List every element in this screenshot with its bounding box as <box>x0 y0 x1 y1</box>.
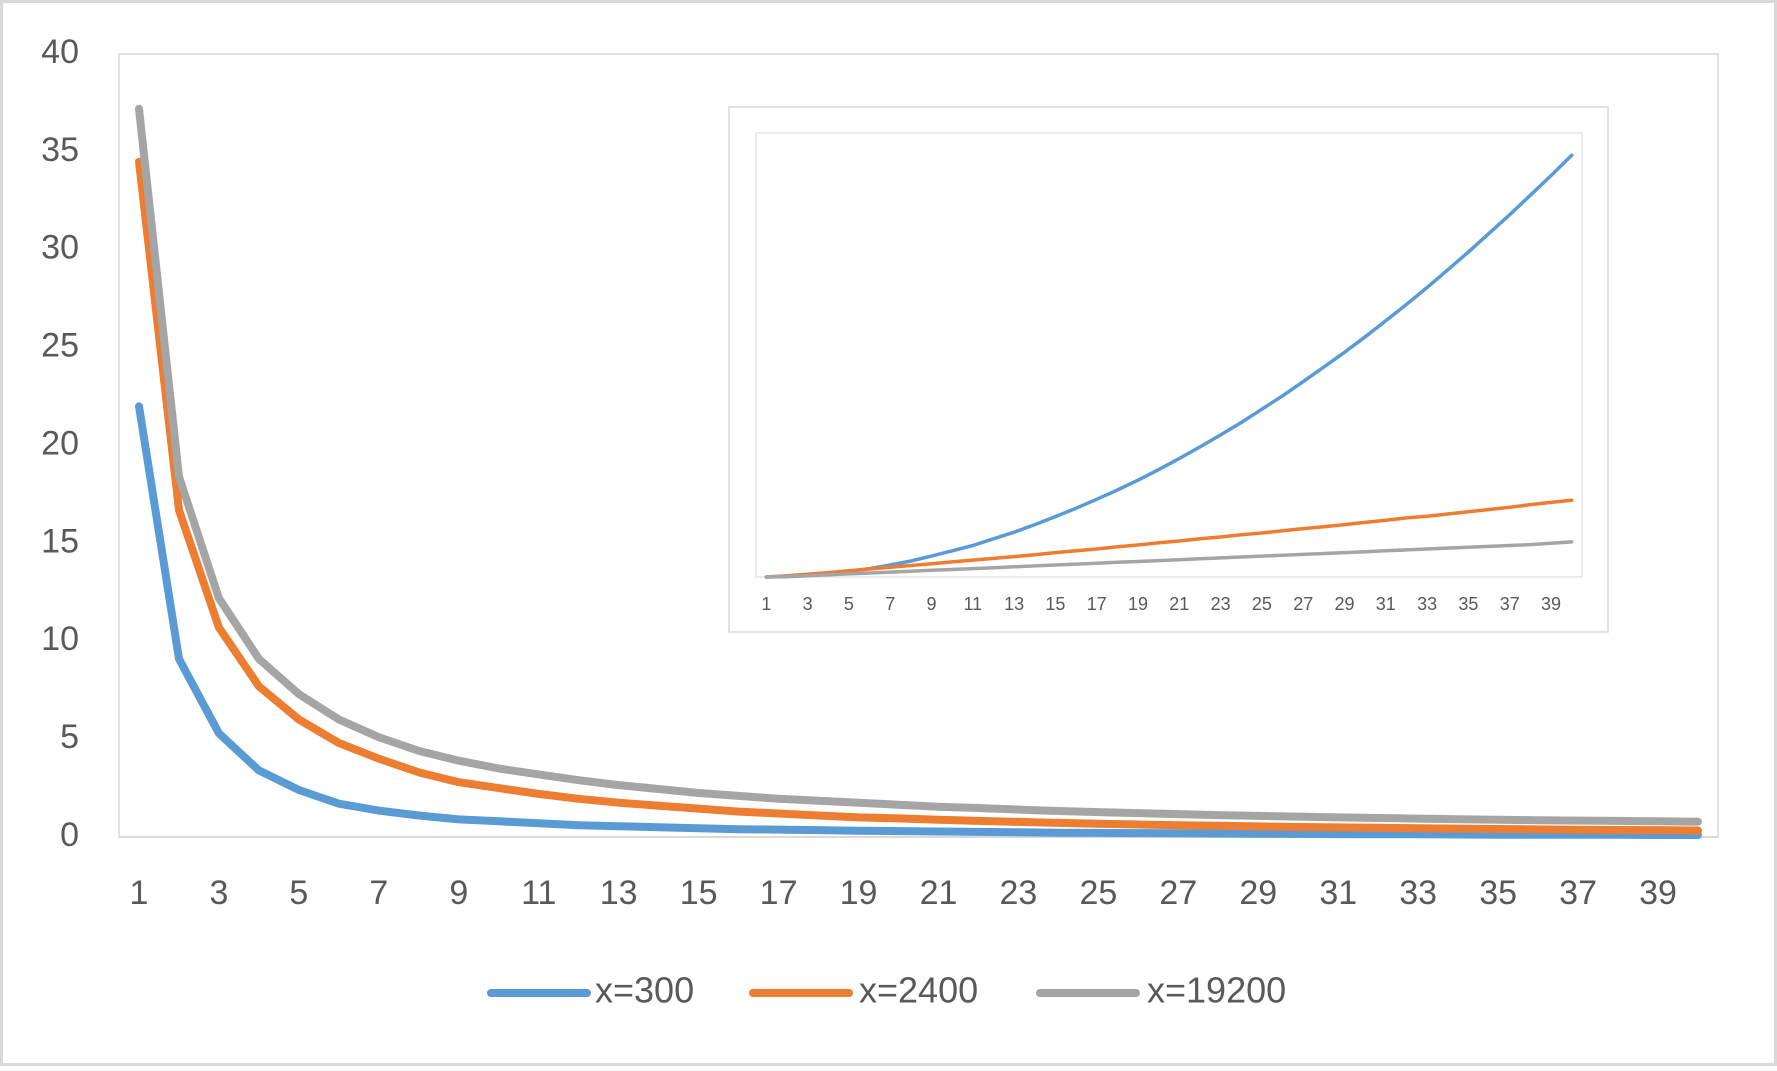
x-tick-label: 11 <box>963 594 982 614</box>
x-tick-label: 37 <box>1559 874 1597 912</box>
y-tick-label: 40 <box>41 33 79 71</box>
x-tick-label: 27 <box>1293 594 1313 614</box>
x-tick-label: 15 <box>1045 594 1065 614</box>
x-tick-label: 15 <box>680 874 718 912</box>
series-line <box>135 104 1702 826</box>
x-tick-label: 19 <box>840 874 878 912</box>
y-tick-label: 10 <box>41 620 79 658</box>
x-tick-label: 1 <box>130 874 149 912</box>
inset-frame <box>728 106 1609 633</box>
x-tick-label: 23 <box>1000 874 1038 912</box>
y-tick-label: 25 <box>41 327 79 365</box>
legend-label: x=2400 <box>859 970 978 1011</box>
y-tick-label: 35 <box>41 131 79 169</box>
x-tick-label: 3 <box>209 874 228 912</box>
x-tick-label: 37 <box>1500 594 1520 614</box>
x-tick-label: 31 <box>1319 874 1357 912</box>
inset-plot-area <box>755 132 1583 578</box>
x-tick-label: 21 <box>1169 594 1189 614</box>
x-tick-label: 33 <box>1417 594 1437 614</box>
x-tick-label: 35 <box>1479 874 1517 912</box>
y-tick-label: 0 <box>60 816 79 854</box>
x-tick-label: 5 <box>844 594 854 614</box>
legend-label: x=300 <box>595 970 694 1011</box>
series-line <box>135 157 1702 835</box>
x-tick-label: 13 <box>600 874 638 912</box>
x-tick-label: 31 <box>1376 594 1396 614</box>
x-tick-label: 25 <box>1252 594 1272 614</box>
x-tick-label: 25 <box>1079 874 1117 912</box>
x-tick-label: 11 <box>521 874 556 912</box>
x-tick-label: 17 <box>760 874 798 912</box>
x-tick-label: 5 <box>289 874 308 912</box>
legend-label: x=19200 <box>1147 970 1286 1011</box>
series-line <box>764 540 1574 579</box>
x-tick-label: 19 <box>1128 594 1148 614</box>
series-line <box>764 153 1574 579</box>
series-line <box>764 498 1574 579</box>
series-line <box>135 402 1702 839</box>
x-tick-label: 3 <box>803 594 813 614</box>
x-tick-label: 23 <box>1211 594 1231 614</box>
x-tick-label: 9 <box>927 594 937 614</box>
x-tick-label: 17 <box>1087 594 1107 614</box>
y-tick-label: 30 <box>41 229 79 267</box>
x-tick-label: 1 <box>761 594 771 614</box>
y-tick-label: 20 <box>41 424 79 462</box>
x-tick-label: 7 <box>369 874 388 912</box>
x-tick-label: 13 <box>1004 594 1024 614</box>
x-tick-label: 27 <box>1159 874 1197 912</box>
x-tick-label: 39 <box>1639 874 1677 912</box>
y-tick-label: 5 <box>60 718 79 756</box>
x-tick-label: 35 <box>1458 594 1478 614</box>
x-tick-label: 33 <box>1399 874 1437 912</box>
x-tick-label: 21 <box>920 874 958 912</box>
x-tick-label: 29 <box>1239 874 1277 912</box>
x-tick-label: 29 <box>1335 594 1355 614</box>
y-tick-label: 15 <box>41 522 79 560</box>
x-tick-label: 39 <box>1541 594 1561 614</box>
x-tick-label: 7 <box>885 594 895 614</box>
x-tick-label: 9 <box>449 874 468 912</box>
